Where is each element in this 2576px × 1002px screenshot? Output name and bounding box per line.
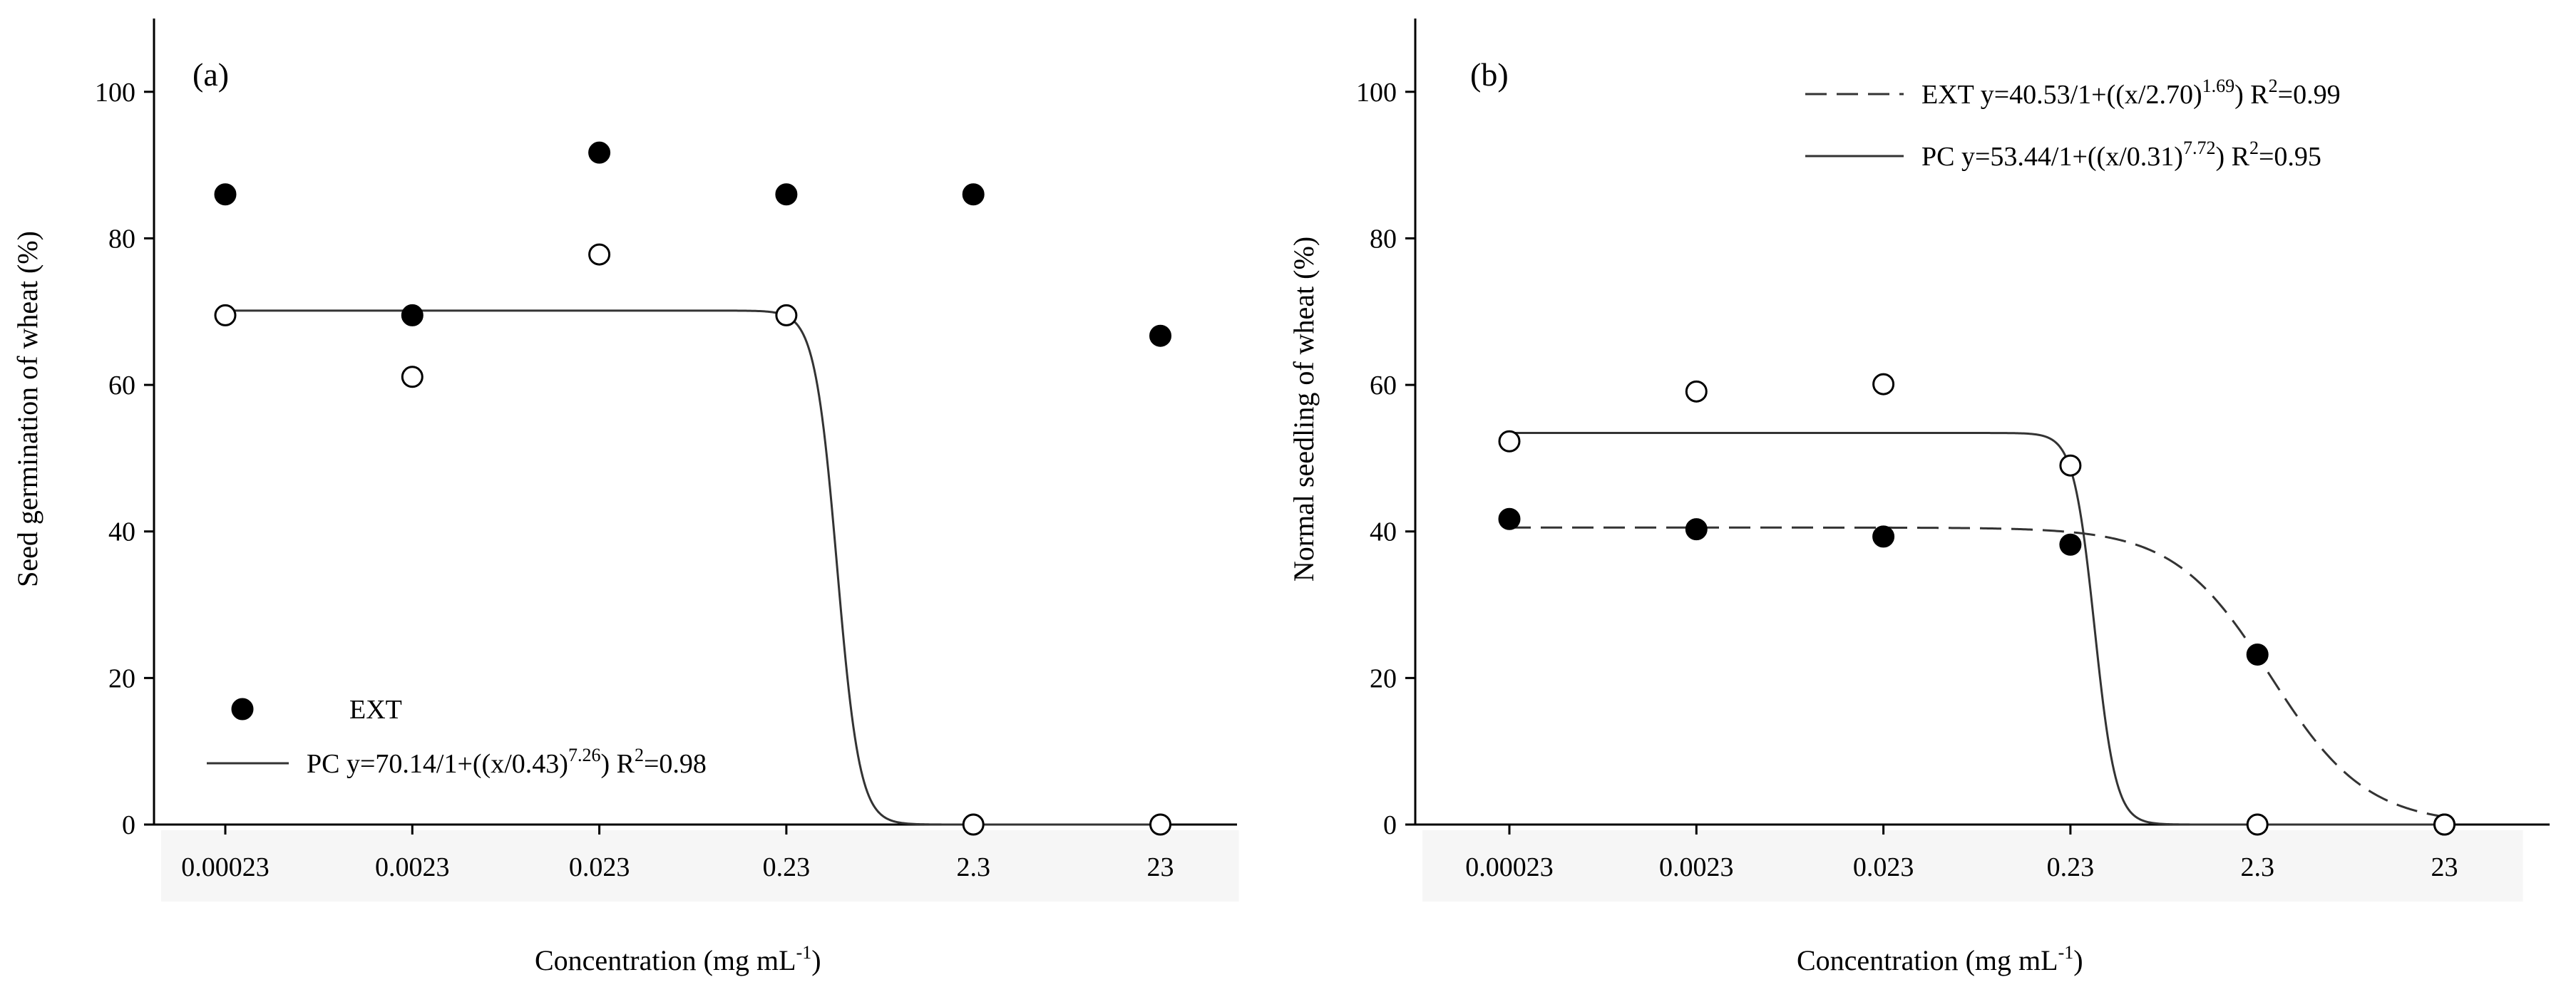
x-axis-title: Concentration (mg mL-1) xyxy=(1797,942,2083,976)
data-point-ext xyxy=(1872,525,1895,548)
y-tick-label: 40 xyxy=(108,517,135,547)
data-point-ext xyxy=(775,183,798,206)
data-point-pc xyxy=(2433,813,2456,836)
data-point-ext xyxy=(962,183,985,206)
y-tick-label: 40 xyxy=(1370,517,1397,547)
legend: EXT y=40.53/1+((x/2.70)1.69) R2=0.99 PC y… xyxy=(1805,76,2341,172)
y-axis-title: Normal seedling of wheat (%) xyxy=(1288,237,1320,582)
x-tick-label: 2.3 xyxy=(2240,852,2274,882)
data-point-pc xyxy=(588,243,611,266)
chart-panel-a: 0 20 40 60 80 100 0.00023 0.0023 0.023 0.23 2.3 23 (… xyxy=(11,19,1239,976)
x-tick-label: 23 xyxy=(2431,852,2458,882)
x-tick-label: 0.0023 xyxy=(1659,852,1734,882)
data-point-pc xyxy=(401,366,424,388)
panel-label: (b) xyxy=(1470,56,1509,93)
data-point-pc xyxy=(1872,373,1895,396)
fit-curve-ext xyxy=(1509,526,2445,818)
data-point-ext xyxy=(1149,324,1171,347)
data-point-pc xyxy=(2059,454,2082,477)
y-tick-label: 60 xyxy=(108,371,135,401)
y-tick-label: 20 xyxy=(108,663,135,693)
chart-panel-b: 0 20 40 60 80 100 0.00023 0.0023 0.023 0.23 2.3 23 (… xyxy=(1288,19,2550,976)
x-tick-label: 0.00023 xyxy=(1465,852,1554,882)
x-tick-label: 23 xyxy=(1147,852,1174,882)
data-point-ext xyxy=(401,304,424,326)
y-tick-label: 0 xyxy=(122,810,135,840)
data-point-pc xyxy=(962,813,985,836)
x-tick-label: 0.0023 xyxy=(375,852,450,882)
legend-equation: PC y=53.44/1+((x/0.31)7.72) R2=0.95 xyxy=(1921,138,2321,172)
x-tick-label: 0.23 xyxy=(763,852,811,882)
y-axis-title: Seed germination of wheat (%) xyxy=(11,231,43,587)
data-point-pc xyxy=(1149,813,1171,836)
y-tick-label: 100 xyxy=(1356,78,1397,108)
y-tick-label: 20 xyxy=(1370,663,1397,693)
data-point-pc xyxy=(775,304,798,326)
fit-curve-pc xyxy=(1509,432,2445,826)
data-point-pc xyxy=(214,304,237,326)
y-tick-label: 80 xyxy=(108,224,135,254)
x-tick-label: 2.3 xyxy=(956,852,990,882)
legend-equation: PC y=70.14/1+((x/0.43)7.26) R2=0.98 xyxy=(307,745,707,779)
x-tick-band xyxy=(1422,830,2523,902)
data-point-pc xyxy=(1498,430,1521,453)
legend-marker-ext xyxy=(231,698,254,720)
x-tick-label: 0.023 xyxy=(569,852,630,882)
data-point-pc xyxy=(2246,813,2269,836)
data-point-ext xyxy=(214,183,237,206)
x-tick-label: 0.00023 xyxy=(181,852,270,882)
y-tick-label: 0 xyxy=(1383,810,1397,840)
data-point-ext xyxy=(2059,533,2082,556)
y-tick-label: 100 xyxy=(95,78,135,108)
y-tick-label: 80 xyxy=(1370,224,1397,254)
legend-equation: EXT y=40.53/1+((x/2.70)1.69) R2=0.99 xyxy=(1921,76,2341,110)
x-tick-band xyxy=(161,830,1239,902)
y-tick-label: 60 xyxy=(1370,371,1397,401)
data-point-ext xyxy=(1685,518,1708,541)
x-axis-title: Concentration (mg mL-1) xyxy=(535,942,821,976)
data-point-ext xyxy=(1498,507,1521,530)
panel-label: (a) xyxy=(193,56,229,93)
legend-label: EXT xyxy=(349,695,402,725)
data-point-ext xyxy=(588,141,611,164)
legend: EXT PC y=70.14/1+((x/0.43)7.26) R2=0.98 xyxy=(207,695,707,779)
x-tick-label: 0.023 xyxy=(1853,852,1914,882)
data-point-ext xyxy=(2246,643,2269,666)
x-tick-label: 0.23 xyxy=(2047,852,2095,882)
data-point-pc xyxy=(1685,380,1708,403)
fit-curve-pc xyxy=(225,309,1161,826)
